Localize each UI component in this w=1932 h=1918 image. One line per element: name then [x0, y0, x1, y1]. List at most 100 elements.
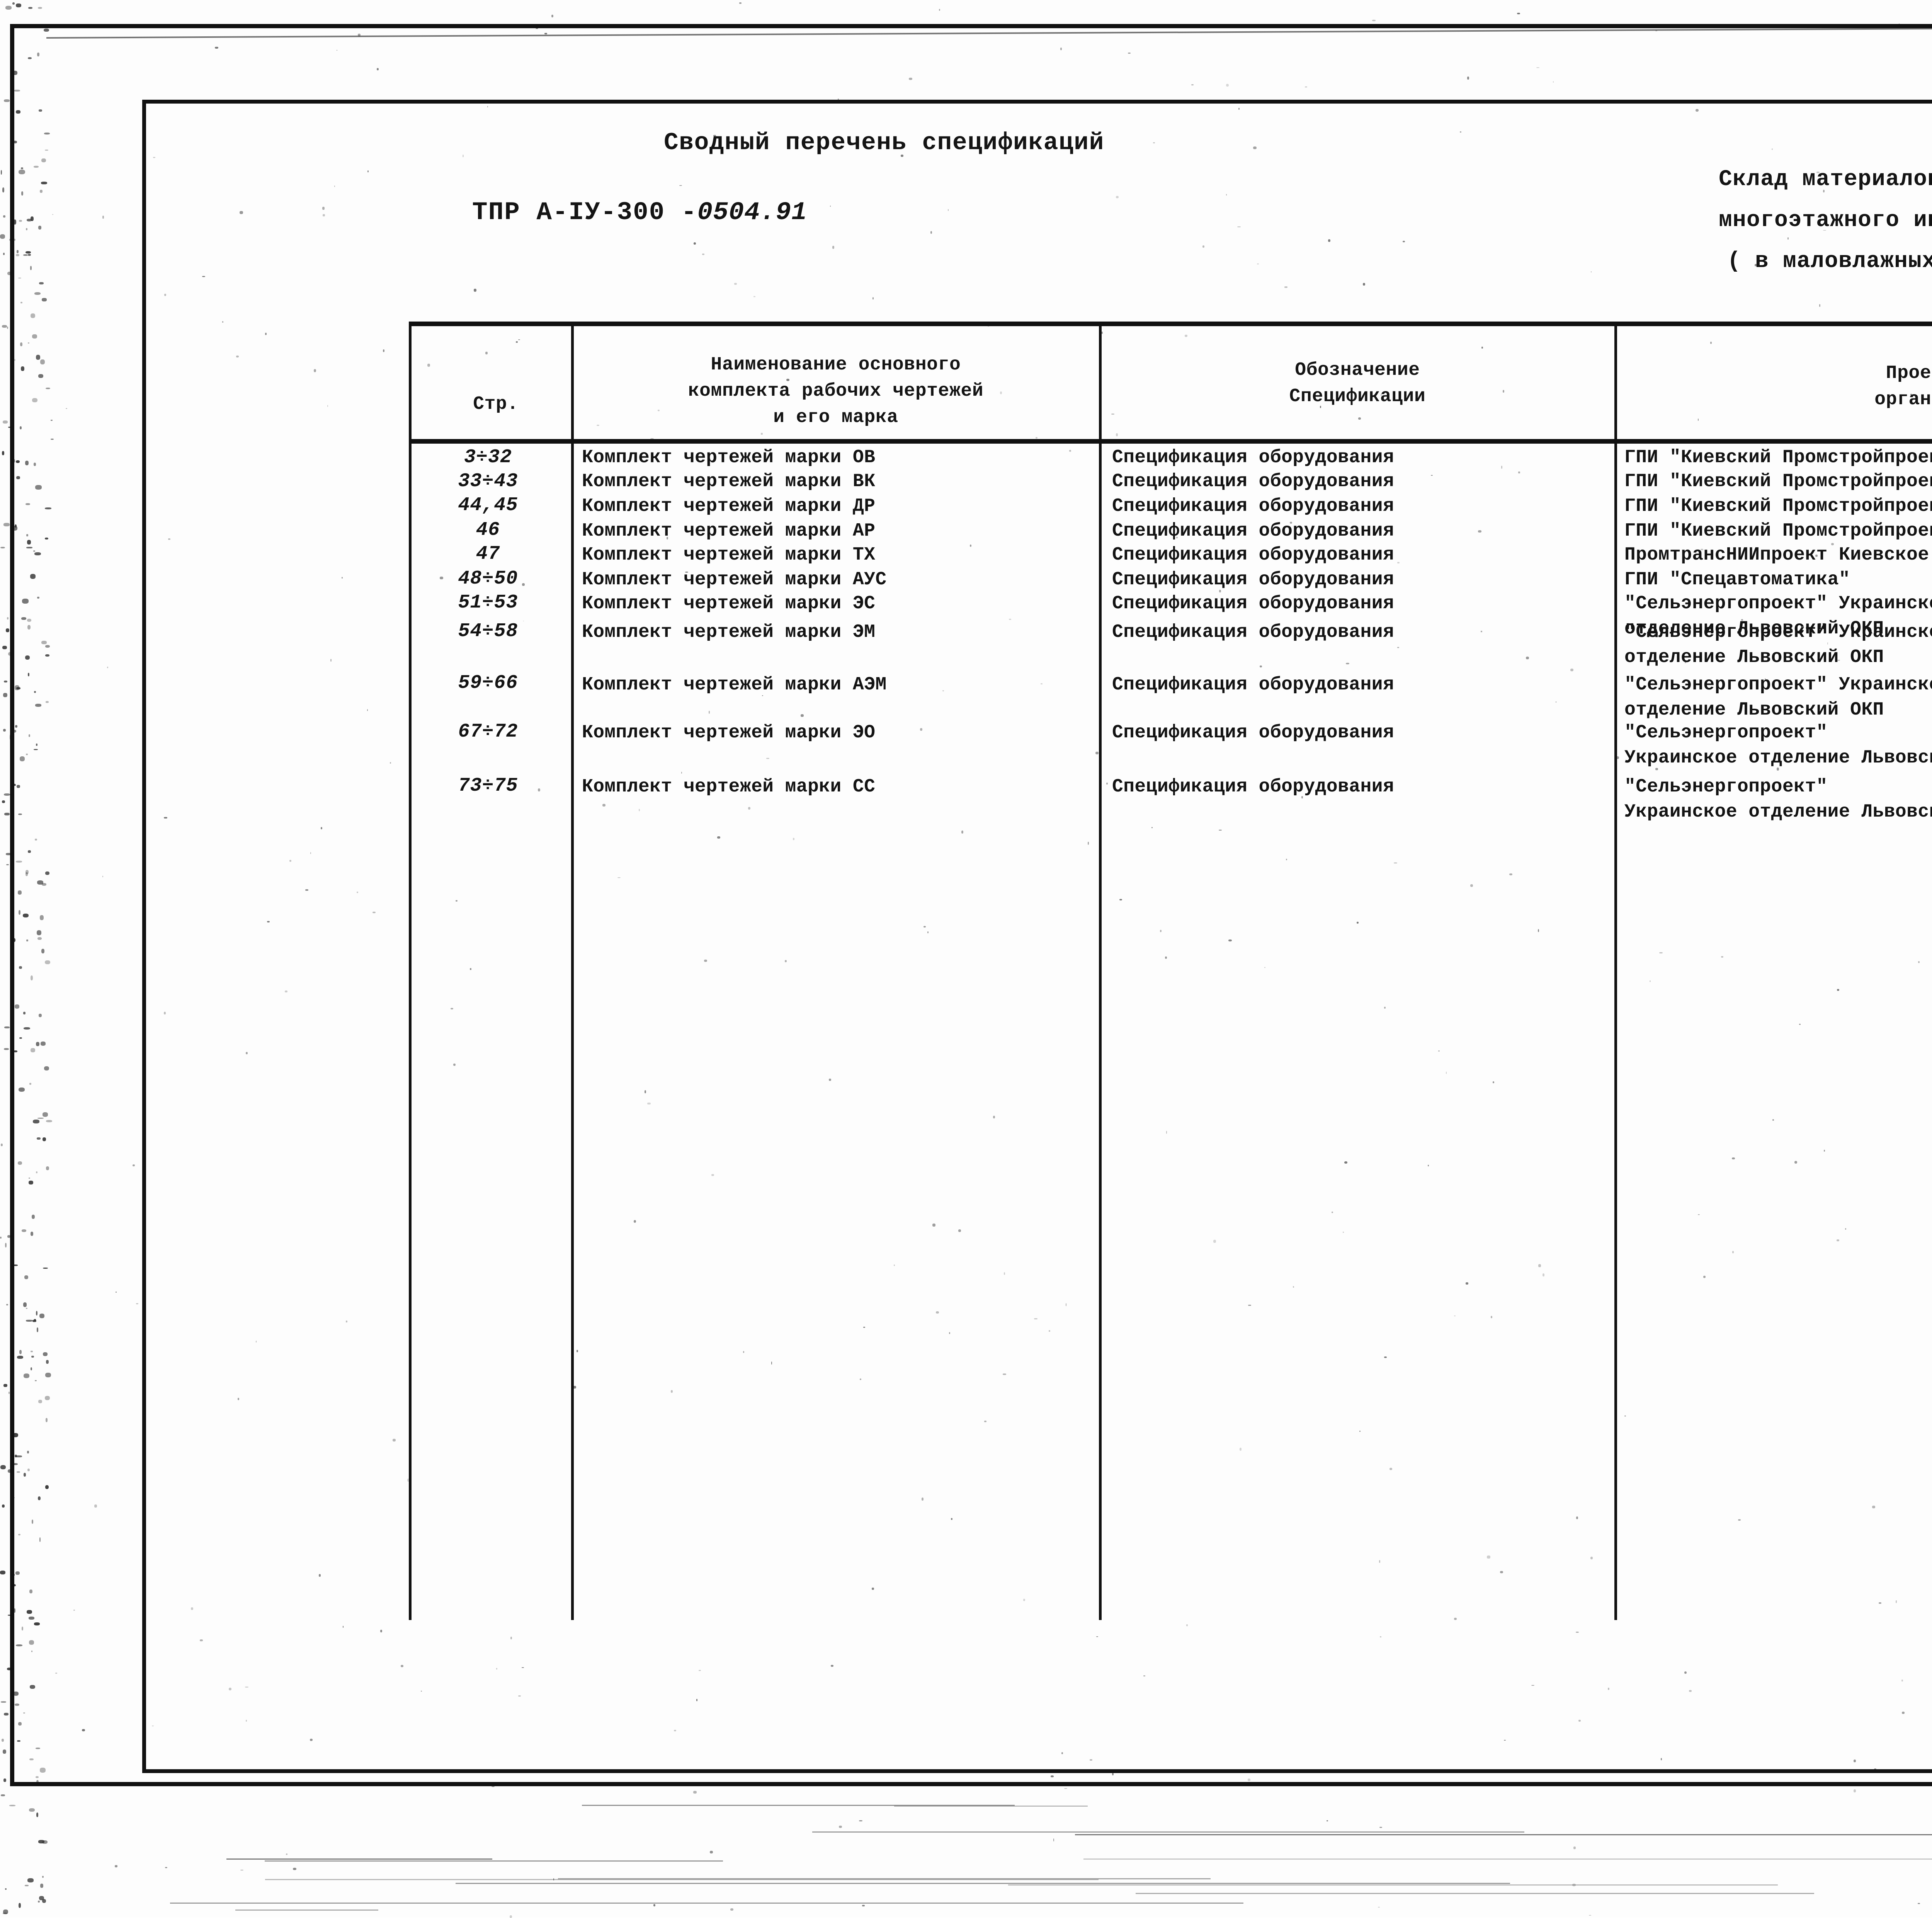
scan-edge-speck [0, 234, 5, 239]
scan-speck [6, 864, 9, 865]
scan-edge-speck [3, 1750, 6, 1754]
scan-edge-speck [4, 793, 10, 796]
cell-page-range: 3÷32 [409, 444, 567, 471]
scan-speck [939, 9, 940, 11]
scan-streak [894, 1806, 1088, 1807]
scan-edge-speck [0, 547, 5, 549]
scan-speck [739, 2, 742, 4]
scan-speck [293, 1868, 296, 1870]
cell-drawing-set: Комплект чертежей марки АЭМ [582, 672, 1096, 698]
scan-streak [1008, 1884, 1778, 1886]
table-column-divider-3 [1614, 322, 1617, 1620]
column-header-drawing-set: Наименование основного комплекта рабочих… [575, 352, 1097, 431]
scan-edge-speck [3, 693, 7, 697]
scan-edge-speck [5, 1243, 7, 1247]
scan-streak [170, 1903, 1244, 1904]
cell-drawing-set: Комплект чертежей марки ТХ [582, 543, 1096, 568]
cell-specification: Спецификация оборудования [1112, 720, 1611, 745]
cell-drawing-set: Комплект чертежей марки АУС [582, 567, 1096, 592]
scan-edge-speck [2, 325, 7, 327]
scan-edge-speck [3, 1909, 8, 1914]
object-title-line-1: Склад материалов и оборудования в подвал… [1719, 167, 1932, 192]
scan-edge-speck [38, 7, 42, 9]
cell-organization: ПромтрансНИИпроект Киевское отделение [1624, 543, 1932, 568]
scan-edge-speck [4, 1713, 9, 1715]
scan-edge-speck [25, 1885, 29, 1886]
cell-page-range: 67÷72 [409, 719, 567, 745]
scan-edge-speck [1, 1794, 5, 1796]
scan-speck [551, 15, 553, 18]
scan-speck [1327, 1820, 1328, 1821]
column-header-page: Стр. [432, 391, 560, 417]
cell-page-range: 48÷50 [409, 566, 567, 592]
scan-speck [286, 1853, 287, 1855]
scan-edge-speck [3, 523, 9, 526]
cell-organization: "Сельэнергопроект" Украинское отделение … [1624, 720, 1932, 771]
scan-edge-speck [4, 1048, 9, 1050]
cell-specification: Спецификация оборудования [1112, 469, 1611, 494]
scan-speck [1918, 1903, 1920, 1904]
scan-edge-speck [2, 646, 7, 649]
scan-edge-speck [4, 1026, 10, 1028]
scan-streak [235, 1909, 378, 1911]
cell-drawing-set: Комплект чертежей марки ВК [582, 469, 1096, 494]
scan-speck [115, 1865, 117, 1867]
scan-edge-speck [5, 1888, 7, 1890]
scan-streak [456, 1883, 1510, 1884]
scan-speck [653, 1904, 655, 1906]
scan-speck [1854, 1789, 1856, 1792]
cell-specification: Спецификация оборудования [1112, 543, 1611, 568]
table-top-border [409, 322, 1932, 326]
scan-edge-speck [42, 1899, 46, 1903]
scan-speck [710, 1851, 713, 1853]
cell-specification: Спецификация оборудования [1112, 494, 1611, 519]
scan-streak [582, 1805, 1015, 1806]
scan-edge-speck [3, 253, 5, 255]
column-header-specification: Обозначение Спецификации [1102, 357, 1612, 410]
cell-drawing-set: Комплект чертежей марки ЭО [582, 720, 1096, 745]
scan-speck [1378, 1907, 1380, 1908]
object-title-line-3: ( в маловлажных грунтах) [1727, 249, 1932, 274]
scan-speck [1053, 1838, 1054, 1841]
cell-organization: "Сельэнергопроект" Украинское отделение … [1624, 620, 1932, 671]
scan-edge-speck [3, 1778, 6, 1782]
scan-edge-speck [12, 2, 15, 5]
scan-speck [1573, 1847, 1576, 1849]
cell-organization: ГПИ "Спецавтоматика" [1624, 567, 1932, 592]
scan-edge-speck [36, 1812, 38, 1817]
scan-streak [1083, 1858, 1932, 1860]
column-header-organization: Проектная организация [1618, 360, 1932, 413]
scan-speck [1064, 1788, 1068, 1789]
scan-edge-speck [2, 1739, 4, 1741]
scan-streak [558, 1878, 1210, 1879]
cell-organization: ГПИ "Киевский Промстройпроект" [1624, 519, 1932, 544]
scan-edge-speck [1, 1144, 3, 1146]
scan-speck [839, 1826, 842, 1828]
scan-edge-speck [3, 1384, 7, 1387]
cell-page-range: 73÷75 [409, 773, 567, 799]
cell-page-range: 33÷43 [409, 468, 567, 495]
scan-edge-speck [4, 813, 10, 815]
cell-specification: Спецификация оборудования [1112, 672, 1611, 698]
scan-speck [862, 1905, 865, 1906]
scan-speck [1589, 1915, 1591, 1916]
scan-edge-speck [2, 800, 5, 803]
table-header-border [409, 439, 1932, 444]
document-code-suffix: 0504.91 [697, 198, 807, 227]
scan-edge-speck [6, 628, 9, 632]
cell-page-range: 46 [409, 517, 567, 543]
scan-edge-speck [3, 420, 8, 424]
cell-drawing-set: Комплект чертежей марки ЭС [582, 591, 1096, 616]
scan-speck [1517, 13, 1520, 14]
scan-edge-speck [28, 7, 32, 9]
cell-page-range: 59÷66 [409, 670, 567, 696]
scan-edge-speck [1, 1701, 6, 1703]
scan-edge-speck [38, 1901, 40, 1903]
scan-speck [1379, 1827, 1382, 1828]
cell-specification: Спецификация оборудования [1112, 774, 1611, 800]
scan-edge-speck [9, 1805, 15, 1806]
scan-edge-speck [7, 617, 9, 619]
scan-edge-speck [19, 1903, 21, 1908]
cell-page-range: 54÷58 [409, 618, 567, 645]
scan-streak [1136, 1893, 1814, 1894]
